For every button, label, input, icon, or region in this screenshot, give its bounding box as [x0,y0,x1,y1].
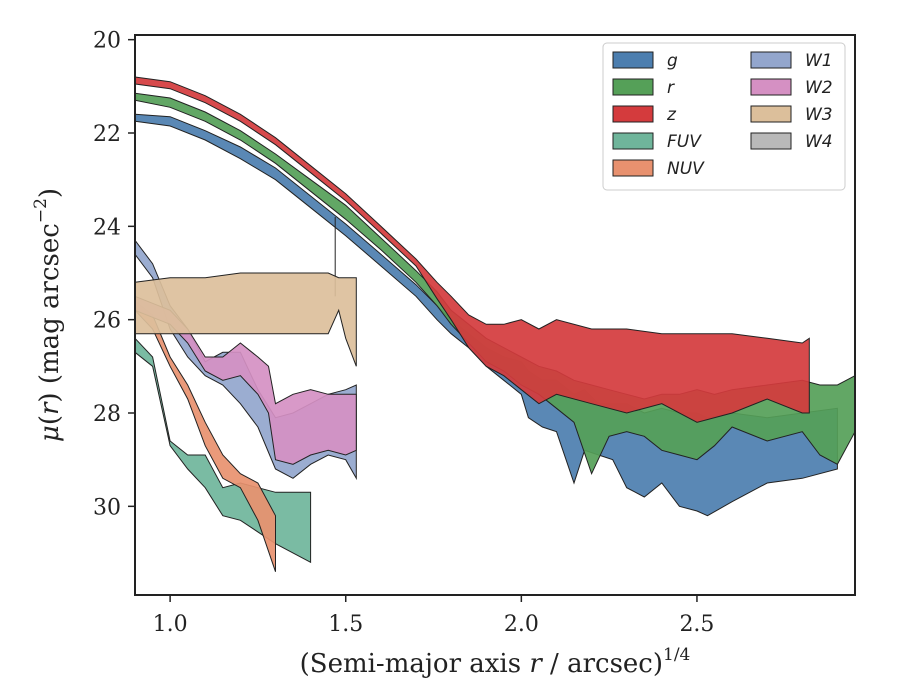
band-nuv [135,300,276,572]
legend-swatch [750,132,792,150]
band-z [135,76,810,423]
legend-item-w2: W2 [750,78,833,98]
x-tick-label: 1.0 [153,612,188,637]
y-tick-label: 24 [93,215,121,240]
legend-swatch [612,78,654,96]
band-w3 [135,272,357,367]
legend-label: W3 [805,105,833,125]
x-axis-label: (Semi-major axis r / arcsec)1/4 [300,645,691,679]
legend-item-g: g [612,51,678,71]
legend-item-z: z [612,105,677,125]
legend-label: g [667,51,678,71]
legend-swatch [750,105,792,123]
plot-frame [134,34,856,596]
legend-swatch [612,105,654,123]
x-tick-label: 1.5 [328,612,363,637]
band-w2 [135,295,357,465]
y-tick-label: 22 [93,122,121,147]
y-tick-label: 26 [93,309,121,334]
legend-swatch [612,159,654,177]
legend: grz FUV NUV W1 W2 W3 W4 [602,42,846,191]
y-tick-label: 20 [93,29,121,54]
legend-label: W4 [805,132,833,152]
legend-label: NUV [667,159,705,179]
legend-swatch [612,51,654,69]
x-tick-label: 2.0 [504,612,539,637]
legend-swatch [750,51,792,69]
y-axis-label: μ(r) (mag arcsec−2) [31,188,65,442]
legend-swatch [612,132,654,150]
legend-item-w4: W4 [750,132,833,152]
legend-item-r: r [612,78,675,98]
legend-swatch [750,78,792,96]
legend-label: FUV [667,132,702,152]
legend-item-fuv: FUV [612,132,702,152]
y-tick-label: 30 [93,495,121,520]
y-tick-label: 28 [93,402,121,427]
legend-label: W2 [805,78,833,98]
legend-label: W1 [805,51,833,71]
legend-label: r [667,78,675,98]
legend-item-w1: W1 [750,51,833,71]
series-layer [135,76,855,572]
legend-item-nuv: NUV [612,159,705,179]
ticks-layer: 1.0 1.5 2.0 2.5 20 22 24 26 28 30 [93,29,714,637]
x-tick-label: 2.5 [679,612,714,637]
legend-item-w3: W3 [750,105,833,125]
legend-label: z [666,105,677,125]
